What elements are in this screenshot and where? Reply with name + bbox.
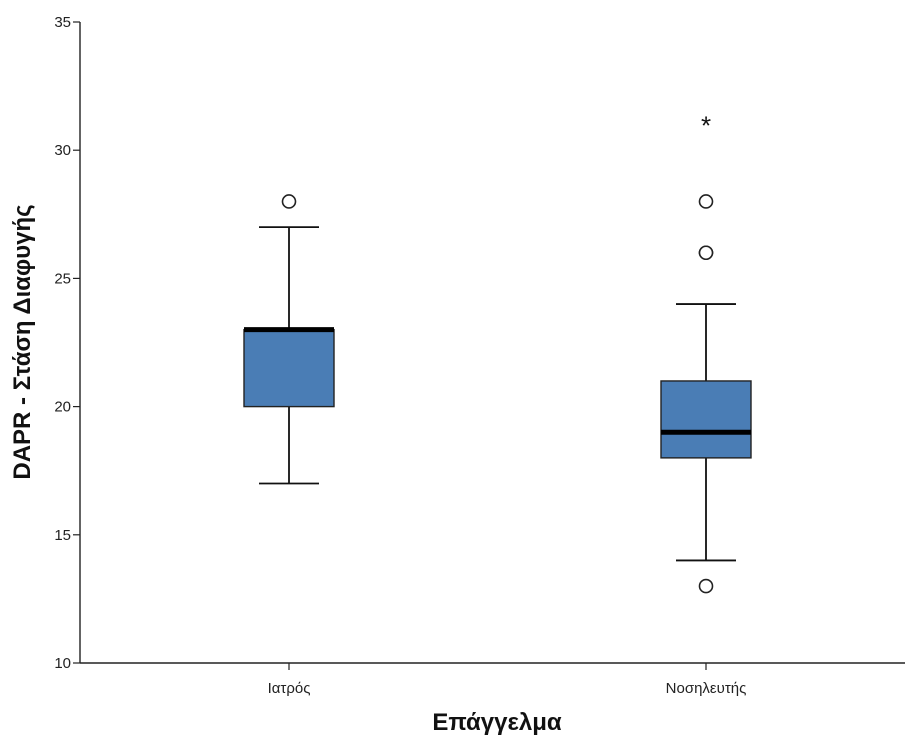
y-ticks: 10 15 20 25 30 35 bbox=[54, 14, 80, 672]
iqr-box bbox=[243, 328, 335, 408]
y-tick-label: 30 bbox=[54, 142, 71, 159]
boxes: * bbox=[243, 111, 752, 594]
outlier-point bbox=[698, 194, 714, 209]
y-axis-title: DAPR - Στάση Διαφυγής bbox=[9, 204, 36, 479]
axes bbox=[79, 22, 905, 664]
y-tick-label: 20 bbox=[54, 399, 71, 416]
outlier-point bbox=[698, 578, 714, 594]
y-tick-label: 35 bbox=[54, 14, 71, 31]
outlier-point bbox=[281, 194, 297, 209]
y-tick-label: 10 bbox=[54, 655, 71, 672]
extreme-point: * bbox=[701, 111, 711, 141]
y-tick-label: 15 bbox=[54, 527, 71, 544]
box-group: * bbox=[660, 111, 752, 594]
outlier-point bbox=[698, 245, 714, 261]
x-tick-label: Νοσηλευτής bbox=[666, 680, 747, 697]
iqr-box bbox=[660, 380, 752, 459]
x-ticks: Ιατρός Νοσηλευτής bbox=[268, 663, 747, 697]
x-tick-label: Ιατρός bbox=[268, 680, 311, 697]
box-group bbox=[243, 194, 335, 485]
x-axis-title: Επάγγελμα bbox=[432, 709, 562, 736]
y-tick-label: 25 bbox=[54, 270, 71, 287]
